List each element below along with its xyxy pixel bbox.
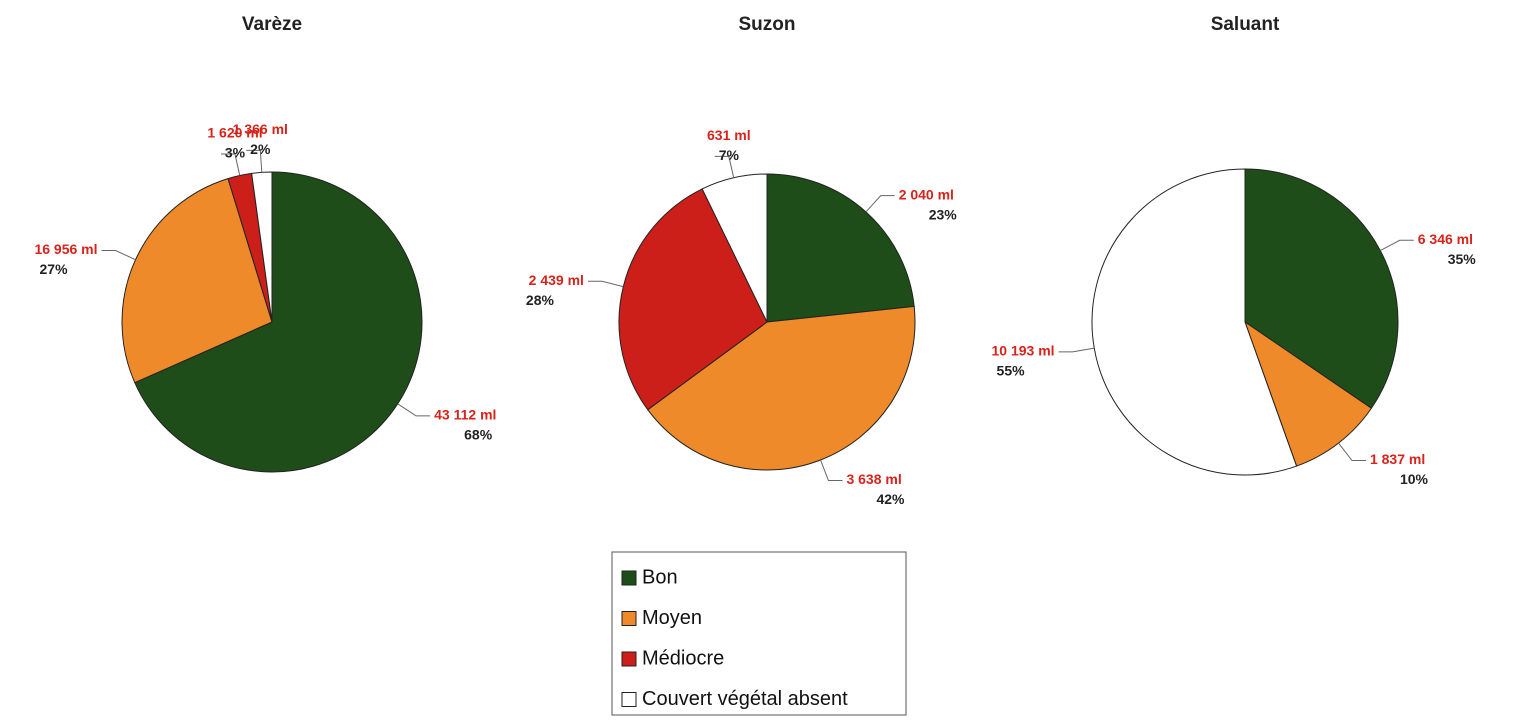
chart-title: Saluant: [1211, 14, 1280, 35]
leader-line: [1058, 347, 1095, 353]
leader-line: [246, 149, 263, 173]
leader-line: [820, 459, 843, 482]
value-label: 3 638 ml: [846, 471, 901, 487]
percent-label: 23%: [929, 206, 958, 222]
percent-label: 55%: [997, 363, 1026, 379]
percent-label: 27%: [40, 261, 69, 277]
leader-line: [397, 403, 431, 417]
percent-label: 10%: [1400, 471, 1429, 487]
pie-slice: [134, 171, 423, 473]
chart-title: Suzon: [739, 14, 796, 35]
leader-line: [865, 195, 895, 213]
value-label: 1 837 ml: [1370, 451, 1425, 467]
pie-slice: [701, 173, 768, 323]
value-label: 43 112 ml: [434, 407, 496, 423]
value-label: 1 620 ml: [207, 125, 262, 141]
percent-label: 28%: [526, 292, 555, 308]
value-label: 1 366 ml: [233, 121, 288, 137]
percent-label: 68%: [464, 427, 493, 443]
pie-slice: [121, 177, 273, 384]
leader-line: [220, 153, 241, 176]
percent-label: 2%: [250, 141, 271, 157]
value-label: 631 ml: [707, 127, 751, 143]
percent-label: 3%: [225, 145, 246, 161]
leader-line: [587, 280, 624, 288]
legend-swatch: [621, 692, 637, 707]
legend-box: [611, 551, 907, 716]
pie-slice: [766, 173, 915, 323]
legend-label: Médiocre: [642, 647, 724, 669]
leader-line: [101, 250, 136, 261]
percent-label: 7%: [719, 147, 740, 163]
legend-swatch: [621, 570, 637, 586]
leader-line: [714, 155, 735, 178]
legend-label: Moyen: [642, 607, 702, 629]
value-label: 10 193 ml: [992, 343, 1055, 359]
legend-label: Couvert végétal absent: [642, 688, 848, 710]
legend-swatch: [621, 611, 637, 626]
leader-line: [1338, 442, 1366, 461]
pie-slice: [1091, 168, 1298, 476]
pie-slice: [1244, 168, 1399, 409]
pie-slice: [618, 188, 768, 411]
legend-label: Bon: [642, 566, 678, 588]
value-label: 16 956 ml: [34, 241, 97, 257]
leader-line: [1380, 239, 1414, 251]
value-label: 2 040 ml: [899, 186, 954, 202]
percent-label: 42%: [876, 491, 905, 507]
value-label: 6 346 ml: [1418, 231, 1473, 247]
legend-swatch: [621, 651, 637, 667]
value-label: 2 439 ml: [529, 272, 584, 288]
percent-label: 35%: [1448, 251, 1477, 267]
pie-slice: [647, 305, 916, 471]
chart-title: Varèze: [242, 14, 302, 35]
